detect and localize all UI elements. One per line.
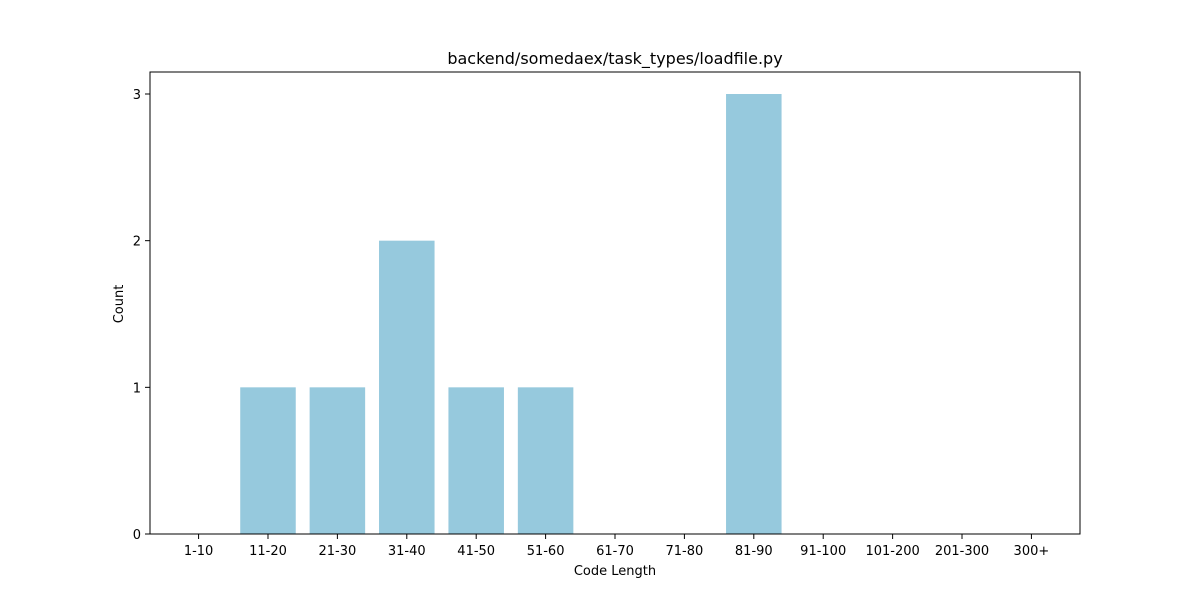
x-tick-label: 201-300 (935, 544, 989, 559)
x-tick-label: 300+ (1014, 544, 1050, 559)
x-tick-label: 41-50 (457, 544, 495, 559)
x-axis-label: Code Length (574, 564, 656, 579)
bar-11-20 (240, 387, 296, 534)
x-axis-ticks: 1-10 11-20 21-30 31-40 41-50 51-60 61-70 71-80 8… (184, 534, 1049, 559)
bar-31-40 (379, 240, 435, 534)
chart-title: backend/somedaex/task_types/loadfile.py (447, 49, 782, 69)
y-tick-label: 0 (133, 528, 141, 543)
bar-21-30 (309, 387, 366, 534)
y-tick-label: 2 (133, 235, 141, 250)
x-tick-label: 11-20 (249, 544, 287, 559)
bar-41-50 (448, 387, 504, 534)
bar-81-90 (726, 94, 782, 534)
bars-group (240, 94, 782, 534)
x-tick-label: 71-80 (666, 544, 704, 559)
x-tick-label: 1-10 (184, 544, 214, 559)
x-tick-label: 51-60 (527, 544, 565, 559)
x-tick-label: 91-100 (800, 544, 846, 559)
plot-area-frame (149, 71, 1081, 535)
x-tick-label: 31-40 (388, 544, 426, 559)
y-tick-label: 3 (133, 88, 141, 103)
x-tick-label: 61-70 (596, 544, 634, 559)
x-tick-label: 101-200 (865, 544, 919, 559)
y-tick-label: 1 (133, 381, 141, 396)
x-tick-label: 81-90 (735, 544, 773, 559)
x-tick-label: 21-30 (318, 544, 356, 559)
y-axis-ticks: 0 1 2 3 (133, 88, 150, 543)
y-axis-label: Count (112, 285, 127, 324)
bar-51-60 (517, 387, 574, 534)
